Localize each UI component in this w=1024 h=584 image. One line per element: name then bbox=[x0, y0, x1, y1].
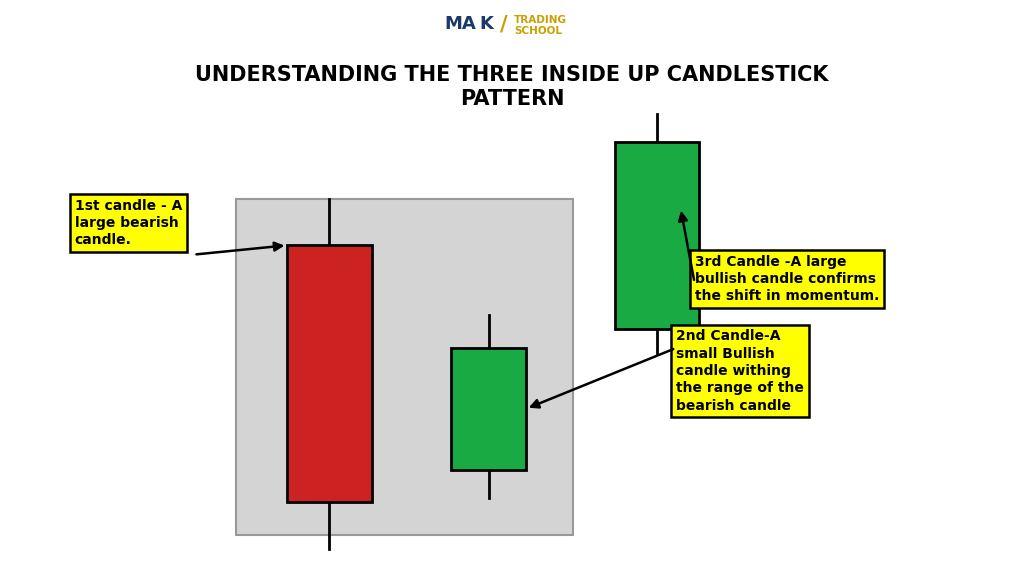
Bar bbox=[288, 245, 372, 502]
Text: 2nd Candle-A
small Bullish
candle withing
the range of the
bearish candle: 2nd Candle-A small Bullish candle within… bbox=[676, 329, 804, 412]
Text: /: / bbox=[500, 15, 508, 34]
Bar bbox=[615, 142, 699, 329]
Text: 1st candle - A
large bearish
candle.: 1st candle - A large bearish candle. bbox=[75, 199, 182, 247]
Text: TRADING
SCHOOL: TRADING SCHOOL bbox=[514, 15, 567, 36]
Text: MA: MA bbox=[444, 15, 476, 33]
Text: K: K bbox=[479, 15, 494, 33]
Bar bbox=[236, 199, 572, 535]
Text: 3rd Candle -A large
bullish candle confirms
the shift in momentum.: 3rd Candle -A large bullish candle confi… bbox=[694, 255, 879, 303]
Text: UNDERSTANDING THE THREE INSIDE UP CANDLESTICK
PATTERN: UNDERSTANDING THE THREE INSIDE UP CANDLE… bbox=[196, 65, 828, 109]
Bar bbox=[452, 348, 526, 470]
